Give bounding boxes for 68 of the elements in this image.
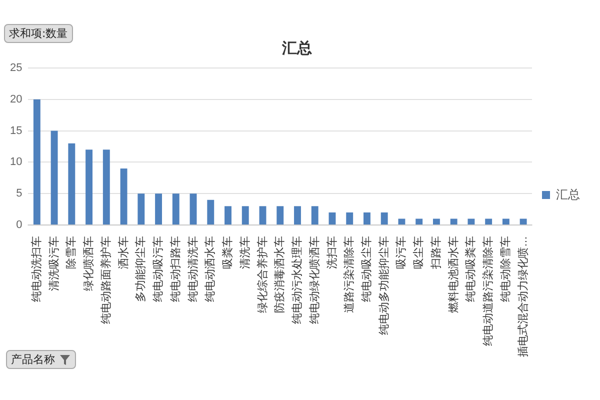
bar	[259, 206, 266, 224]
x-tick-label: 纯电动吸粪车	[464, 236, 478, 302]
bar	[86, 150, 93, 224]
x-tick-label: 纯电动除雪车	[498, 236, 512, 302]
x-tick-label: 纯电动绿化喷洒车	[308, 236, 321, 324]
bar	[120, 168, 128, 224]
legend-label: 汇总	[556, 187, 580, 202]
bar	[276, 206, 284, 224]
bar	[155, 194, 162, 224]
x-tick-label: 道路污染清除车	[342, 236, 356, 313]
text: 求和项:数量	[9, 26, 68, 41]
bar	[380, 212, 388, 224]
bar	[50, 130, 58, 224]
x-tick-label: 吸污车	[394, 236, 408, 269]
x-tick-label: 绿化喷洒车	[82, 236, 96, 291]
x-tick-label: 洒水车	[116, 236, 130, 269]
bar	[502, 218, 510, 224]
chart-title: 汇总	[281, 38, 312, 57]
x-tick-label: 清洗吸污车	[47, 236, 60, 291]
bar	[224, 206, 232, 224]
y-tick-label: 5	[16, 188, 22, 200]
bar	[432, 218, 440, 224]
x-tick-label: 纯电动吸污车	[152, 236, 165, 302]
x-tick-label: 洗扫车	[325, 236, 338, 269]
x-tick-label: 除雪车	[64, 236, 78, 269]
x-tick-label: 吸尘车	[412, 236, 426, 269]
bar	[346, 212, 354, 224]
x-tick-label: 纯电动清洗车	[186, 236, 200, 302]
x-tick-label: 扫路车	[429, 236, 442, 270]
x-tick-label: 吸粪车	[221, 236, 234, 269]
bar	[468, 218, 475, 224]
x-tick-label: 纯电动扫路车	[168, 236, 182, 302]
x-tick-label: 绿化综合养护车	[256, 236, 269, 313]
x-tick-label: 纯电动路面养护车	[99, 236, 112, 324]
x-tick-label: 插电式混合动力绿化喷…	[516, 236, 530, 357]
bar	[416, 218, 423, 224]
bar	[398, 218, 406, 224]
bar	[207, 200, 214, 224]
bar	[328, 212, 336, 224]
x-tick-label: 纯电动吸尘车	[360, 236, 374, 302]
x-tick-label: 多功能抑尘车	[134, 236, 148, 302]
bar	[102, 150, 110, 224]
y-tick-label: 0	[16, 219, 22, 232]
bar	[311, 206, 318, 224]
bar	[485, 218, 492, 224]
x-tick-label: 防疫消毒洒水车	[273, 236, 286, 313]
x-tick-label: 纯电动洒水车	[204, 236, 217, 302]
x-tick-label: 纯电动洗扫车	[30, 236, 43, 302]
bar	[68, 143, 76, 224]
y-tick-label: 20	[10, 93, 22, 106]
x-tick-label: 燃料电池洒水车	[446, 236, 460, 313]
bar	[242, 206, 249, 224]
x-tick-label: 清洗车	[238, 236, 252, 269]
bar	[520, 218, 527, 224]
bar	[33, 99, 40, 224]
x-tick-label: 纯电动道路污染清除车	[482, 236, 495, 346]
bar	[364, 212, 370, 224]
x-tick-label: 纯电动污水处理车	[290, 236, 304, 324]
y-tick-label: 25	[10, 62, 22, 74]
x-tick-label: 纯电动多功能抑尘车	[377, 236, 390, 335]
y-tick-label: 10	[10, 156, 22, 168]
bar	[172, 194, 180, 224]
bar	[450, 218, 458, 224]
bar	[294, 206, 301, 224]
bar	[138, 194, 145, 224]
bar	[190, 194, 197, 224]
text: 产品名称	[11, 352, 55, 367]
y-tick-label: 15	[10, 124, 22, 137]
